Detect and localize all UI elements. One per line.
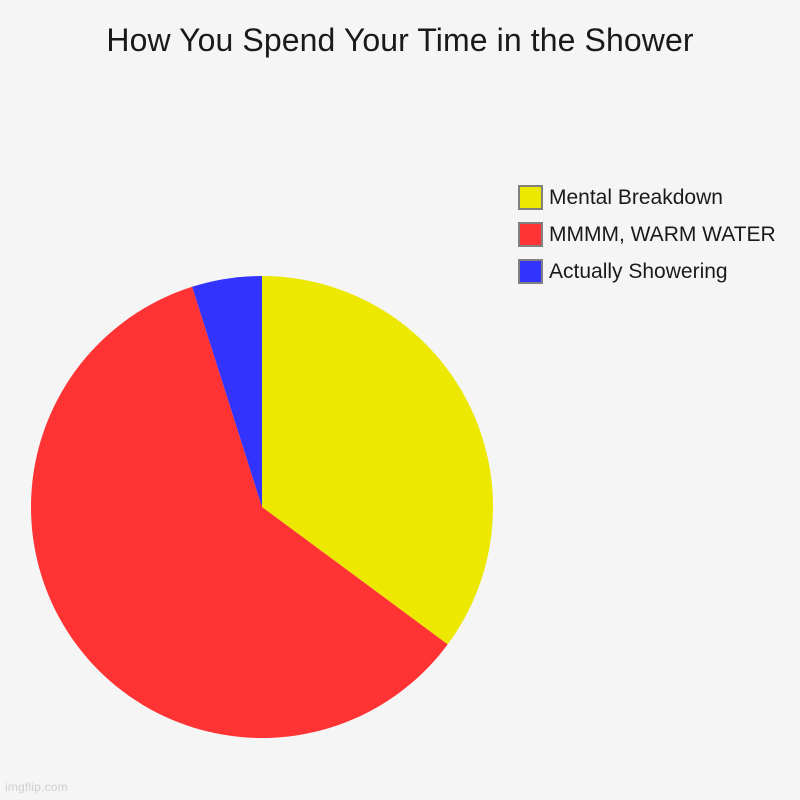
legend-swatch-icon bbox=[518, 259, 543, 284]
pie-slice[interactable] bbox=[262, 276, 493, 645]
page-title: How You Spend Your Time in the Shower bbox=[106, 22, 694, 58]
legend-item-label: Mental Breakdown bbox=[549, 186, 723, 209]
pie-slice[interactable] bbox=[192, 276, 262, 507]
legend-swatch-icon bbox=[518, 222, 543, 247]
pie-chart bbox=[31, 276, 493, 738]
legend-item-label: Actually Showering bbox=[549, 260, 728, 283]
legend-swatch-icon bbox=[518, 185, 543, 210]
legend-item-mmmm-warm-water[interactable]: MMMM, WARM WATER bbox=[518, 216, 793, 253]
legend-item-mental-breakdown[interactable]: Mental Breakdown bbox=[518, 179, 793, 216]
pie-slice[interactable] bbox=[31, 286, 448, 738]
legend-item-label: MMMM, WARM WATER bbox=[549, 223, 776, 246]
legend: Mental Breakdown MMMM, WARM WATER Actual… bbox=[518, 179, 793, 290]
legend-item-actually-showering[interactable]: Actually Showering bbox=[518, 253, 793, 290]
pie-chart-svg bbox=[31, 276, 493, 738]
imgflip-watermark: imgflip.com bbox=[5, 780, 68, 794]
